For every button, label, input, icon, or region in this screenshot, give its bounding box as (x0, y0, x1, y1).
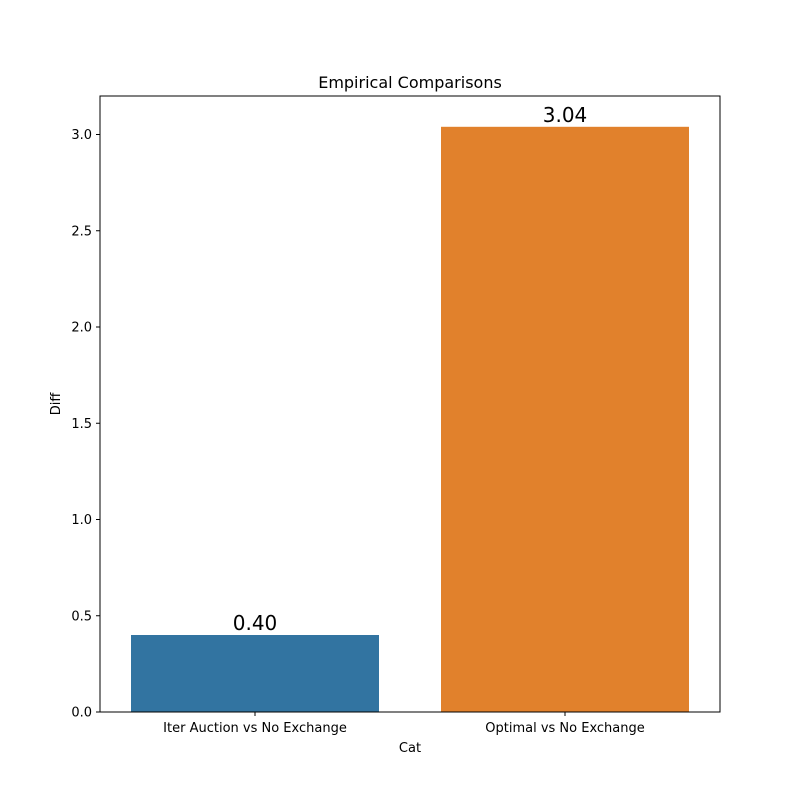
y-tick-label-2: 1.0 (71, 513, 92, 528)
chart-title: Empirical Comparisons (318, 73, 502, 92)
axes-layer (99, 95, 721, 713)
y-tick-label-3: 1.5 (71, 417, 92, 432)
y-tick-label-4: 2.0 (71, 321, 92, 336)
y-tick-label-6: 3.0 (71, 128, 92, 143)
y-tick-label-0: 0.0 (71, 706, 92, 721)
bar-1 (441, 126, 689, 713)
bar-0 (131, 635, 379, 712)
x-tick-label-1: Optimal vs No Exchange (485, 721, 645, 736)
bar-value-label-1: 3.04 (543, 103, 588, 127)
bar-value-label-0: 0.40 (233, 611, 278, 635)
ticks-layer: Iter Auction vs No Exchange Optimal vs No… (71, 128, 644, 736)
x-tick-label-0: Iter Auction vs No Exchange (163, 721, 347, 736)
plot-frame (99, 95, 721, 713)
y-tick-label-5: 2.5 (71, 224, 92, 239)
y-tick-label-1: 0.5 (71, 609, 92, 624)
y-axis-label: Diff (49, 392, 64, 416)
value-labels-layer: 0.40 3.04 (233, 103, 588, 635)
x-axis-label: Cat (399, 741, 421, 756)
bars-layer (131, 126, 689, 713)
